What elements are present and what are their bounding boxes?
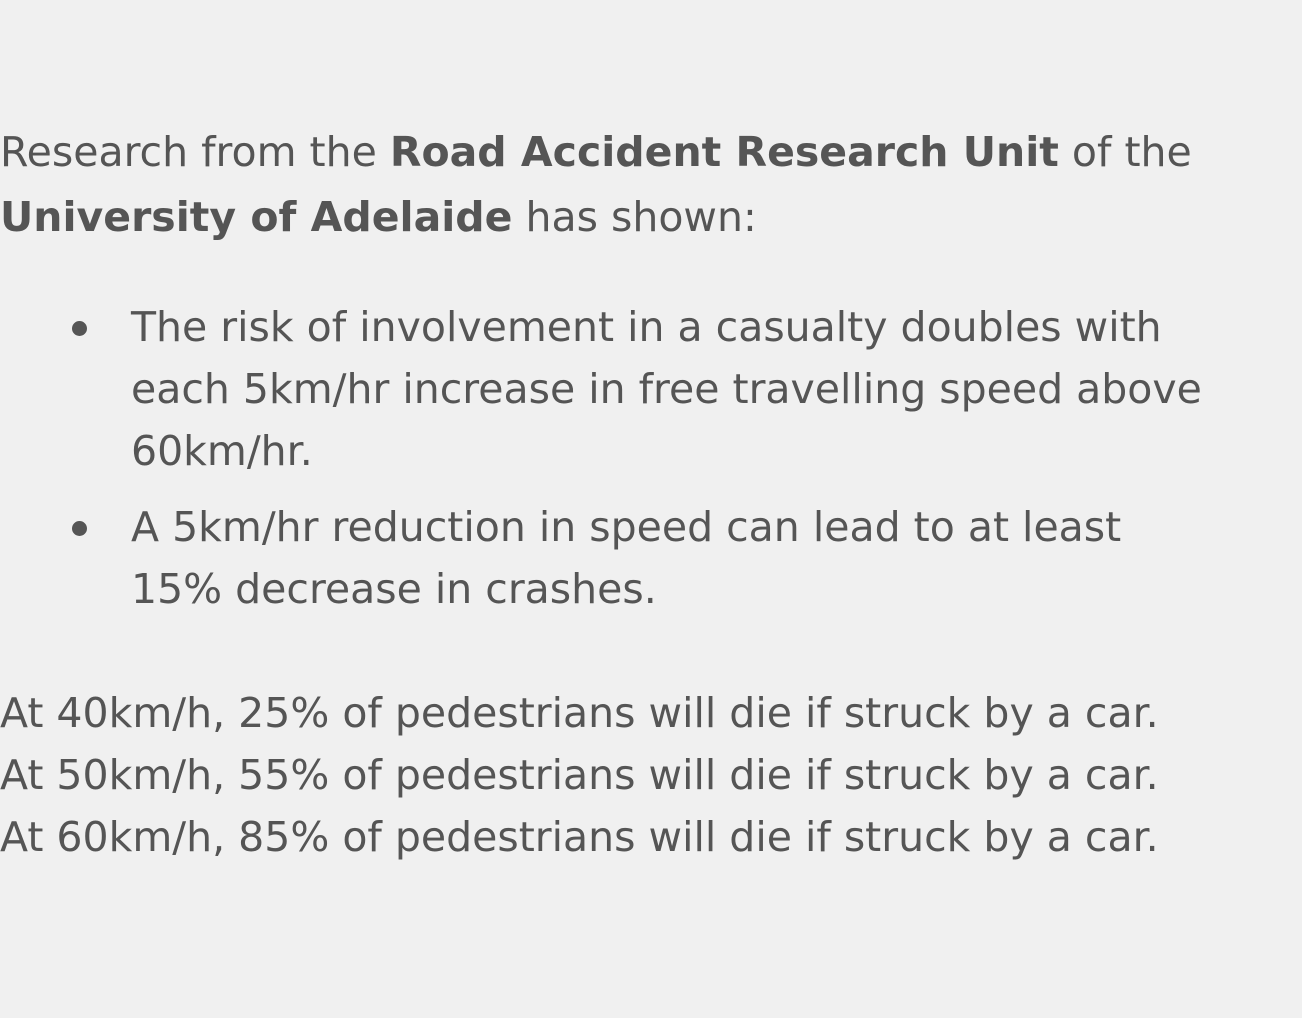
bullet-icon: [72, 521, 87, 536]
intro-paragraph: Research from the Road Accident Research…: [0, 120, 1290, 250]
article-body: Research from the Road Accident Research…: [0, 120, 1290, 868]
stat-50kmh: At 50km/h, 55% of pedestrians will die i…: [0, 751, 1159, 799]
bullet-icon: [72, 321, 87, 336]
pedestrian-stats: At 40km/h, 25% of pedestrians will die i…: [0, 682, 1290, 868]
stat-60kmh: At 60km/h, 85% of pedestrians will die i…: [0, 813, 1159, 861]
intro-text-2: of the: [1058, 128, 1192, 176]
finding-text: The risk of involvement in a casualty do…: [131, 303, 1202, 475]
stat-40kmh: At 40km/h, 25% of pedestrians will die i…: [0, 689, 1159, 737]
finding-text: A 5km/hr reduction in speed can lead to …: [131, 503, 1122, 613]
university-name: University of Adelaide: [0, 193, 513, 241]
org-name: Road Accident Research Unit: [389, 128, 1059, 176]
list-item: The risk of involvement in a casualty do…: [0, 296, 1211, 482]
intro-text-3: has shown:: [512, 193, 757, 241]
intro-text-1: Research from the: [0, 128, 390, 176]
findings-list: The risk of involvement in a casualty do…: [0, 296, 1290, 620]
list-item: A 5km/hr reduction in speed can lead to …: [0, 496, 1211, 620]
